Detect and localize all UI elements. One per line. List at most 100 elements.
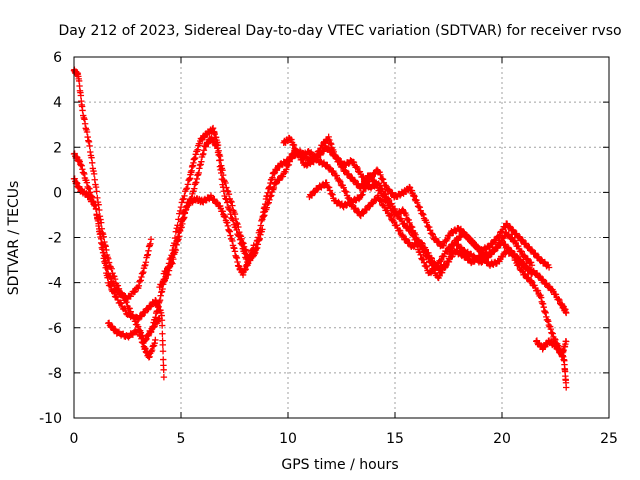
data-point bbox=[454, 237, 461, 244]
data-point bbox=[377, 187, 384, 194]
data-point bbox=[113, 293, 120, 301]
data-point bbox=[414, 199, 421, 206]
data-point bbox=[89, 198, 97, 205]
data-point bbox=[340, 184, 347, 191]
data-point bbox=[283, 166, 290, 173]
data-point bbox=[504, 244, 512, 251]
data-point bbox=[517, 247, 525, 255]
data-point bbox=[102, 264, 109, 271]
data-point bbox=[444, 235, 451, 243]
data-point bbox=[170, 255, 177, 263]
data-point bbox=[172, 240, 180, 248]
data-point bbox=[158, 281, 166, 288]
data-point bbox=[527, 259, 535, 266]
data-point bbox=[563, 309, 570, 317]
data-point bbox=[426, 227, 434, 234]
data-point bbox=[350, 159, 358, 166]
data-point bbox=[111, 275, 119, 283]
data-point bbox=[396, 227, 404, 235]
data-point bbox=[438, 256, 445, 264]
data-point bbox=[325, 184, 333, 191]
data-point bbox=[279, 173, 287, 180]
data-point bbox=[224, 199, 231, 206]
y-tick-label: 6 bbox=[53, 50, 62, 66]
y-tick-label: 0 bbox=[53, 185, 62, 201]
data-point bbox=[427, 259, 435, 266]
data-point bbox=[434, 262, 441, 270]
data-point bbox=[423, 263, 430, 271]
data-point bbox=[227, 197, 234, 205]
data-point bbox=[440, 241, 447, 249]
y-tick-label: 4 bbox=[53, 95, 62, 111]
grid bbox=[74, 57, 609, 418]
data-point bbox=[528, 262, 536, 269]
data-point bbox=[492, 237, 500, 244]
data-point bbox=[336, 177, 343, 184]
data-point bbox=[354, 164, 361, 172]
data-point bbox=[230, 217, 237, 224]
data-point bbox=[412, 231, 419, 238]
data-point bbox=[556, 296, 563, 304]
data-point bbox=[441, 264, 448, 272]
data-point bbox=[97, 233, 104, 241]
data-point bbox=[152, 336, 159, 344]
data-point bbox=[328, 190, 335, 198]
data-point bbox=[90, 170, 98, 178]
data-point bbox=[179, 196, 186, 203]
y-axis-label: SDTVAR / TECUs bbox=[6, 181, 22, 296]
data-point bbox=[521, 252, 528, 259]
data-point bbox=[176, 207, 184, 215]
data-point bbox=[285, 161, 293, 169]
data-point bbox=[515, 261, 522, 269]
data-point bbox=[333, 172, 340, 179]
data-point bbox=[442, 263, 449, 271]
data-point bbox=[329, 191, 336, 198]
data-point bbox=[418, 243, 425, 250]
data-point bbox=[390, 218, 398, 226]
x-tick-label: 5 bbox=[177, 431, 186, 447]
data-point bbox=[402, 211, 410, 219]
series-track-11 bbox=[306, 166, 570, 317]
data-point bbox=[515, 262, 523, 269]
data-point bbox=[177, 203, 185, 211]
data-point bbox=[302, 152, 310, 160]
series-track-4 bbox=[105, 319, 159, 361]
data-point bbox=[421, 248, 429, 256]
data-point bbox=[389, 207, 396, 214]
data-point bbox=[169, 260, 176, 267]
data-point bbox=[379, 176, 387, 183]
data-point bbox=[229, 202, 236, 209]
data-point bbox=[386, 202, 394, 209]
data-point bbox=[432, 235, 439, 242]
data-point bbox=[536, 272, 543, 280]
data-point bbox=[420, 248, 428, 255]
y-tick-label: -2 bbox=[48, 231, 62, 247]
data-point bbox=[423, 219, 430, 226]
data-point bbox=[236, 236, 244, 243]
data-point bbox=[222, 195, 229, 202]
series-track-13 bbox=[533, 337, 570, 360]
data-point bbox=[563, 384, 570, 391]
y-tick-label: 2 bbox=[53, 140, 62, 156]
data-point bbox=[512, 239, 519, 247]
data-point bbox=[416, 204, 424, 211]
data-point bbox=[457, 244, 465, 251]
data-point bbox=[159, 330, 166, 337]
x-tick-label: 10 bbox=[279, 431, 297, 447]
data-point bbox=[545, 283, 553, 290]
data-point bbox=[160, 356, 167, 363]
data-point bbox=[225, 205, 233, 213]
data-point bbox=[122, 307, 129, 314]
data-point bbox=[420, 211, 427, 218]
data-point bbox=[184, 181, 192, 188]
data-point bbox=[215, 151, 222, 159]
data-point bbox=[95, 222, 102, 230]
data-point bbox=[86, 142, 93, 150]
data-point bbox=[96, 206, 103, 214]
data-point bbox=[338, 163, 346, 170]
series-track-7 bbox=[160, 192, 266, 279]
data-point bbox=[405, 216, 412, 224]
data-point bbox=[160, 373, 168, 381]
data-point bbox=[445, 255, 453, 262]
data-point bbox=[126, 305, 133, 312]
